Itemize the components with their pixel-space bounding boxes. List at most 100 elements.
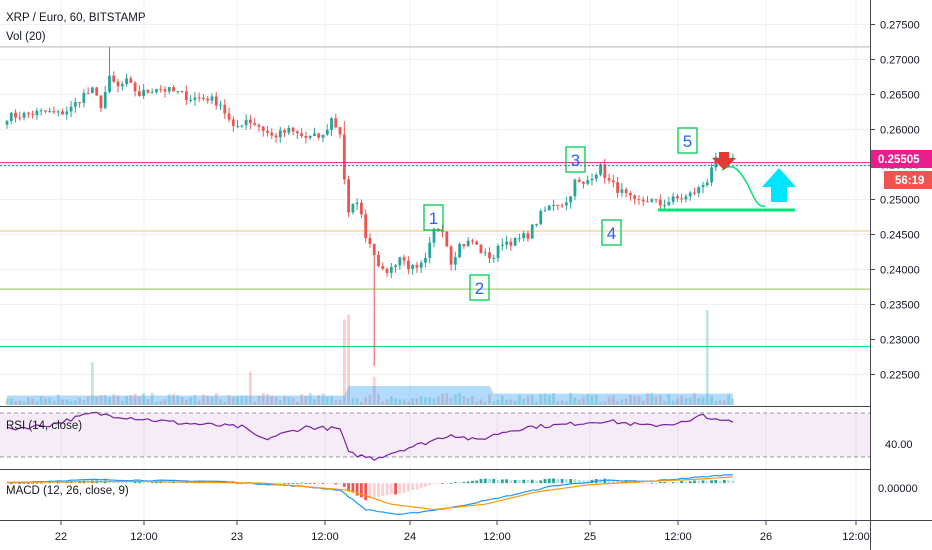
candle-body xyxy=(112,75,116,82)
candle-body xyxy=(573,179,577,197)
volume-bar xyxy=(167,394,171,405)
projection-curve xyxy=(721,165,766,207)
macd-hist-bar xyxy=(505,479,508,484)
macd-hist-bar xyxy=(283,483,286,484)
macd-hist-bar xyxy=(355,483,359,496)
macd-hist-bar xyxy=(552,478,555,484)
candle-body xyxy=(44,110,47,112)
macd-hist-bar xyxy=(274,483,278,484)
candle-body xyxy=(342,134,346,180)
volume-bar xyxy=(620,399,624,405)
volume-bar xyxy=(509,399,513,405)
candle-body xyxy=(535,224,538,226)
volume-bar xyxy=(22,401,26,405)
volume-bar xyxy=(458,392,462,405)
time-tick-label: 22 xyxy=(55,531,67,543)
macd-hist-bar xyxy=(137,481,141,484)
volume-bar xyxy=(552,393,555,405)
volume-bar xyxy=(539,394,543,405)
candle-body xyxy=(680,198,684,200)
macd-hist-bar xyxy=(475,480,479,484)
candle-body xyxy=(163,89,167,92)
candle-body xyxy=(441,231,444,233)
volume-bar xyxy=(91,362,94,405)
macd-line xyxy=(6,474,733,515)
price-axis[interactable]: 0.275000.270000.265000.260000.255000.250… xyxy=(871,20,920,382)
macd-hist-bar xyxy=(108,481,111,484)
macd-hist-bar xyxy=(462,482,466,484)
volume-bar xyxy=(586,394,590,405)
volume-bar xyxy=(26,397,30,405)
volume-bar xyxy=(125,396,128,405)
volume-bar xyxy=(535,402,538,405)
volume-bar xyxy=(594,394,598,405)
volume-bar xyxy=(120,401,124,405)
volume-bar xyxy=(415,398,419,405)
time-tick-label: 25 xyxy=(584,531,596,543)
volume-bar xyxy=(108,397,111,405)
candle-body xyxy=(270,132,274,136)
macd-hist-bar xyxy=(65,482,69,484)
volume-bar xyxy=(402,399,406,405)
macd-hist-bar xyxy=(522,479,526,484)
candle-body xyxy=(419,262,423,268)
volume-bar xyxy=(616,401,620,405)
macd-hist-bar xyxy=(654,483,658,484)
candle-body xyxy=(22,112,26,118)
candle-body xyxy=(663,204,666,206)
time-axis[interactable]: 22 12:00 23 12:00 24 12:00 25 12:00 26 12:00 xyxy=(55,521,870,543)
volume-bar xyxy=(283,396,286,405)
macd-hist-bar xyxy=(539,480,543,484)
candle-body xyxy=(180,91,184,93)
candle-body xyxy=(650,199,654,202)
macd-hist-bar xyxy=(569,478,573,484)
volume-bar xyxy=(654,396,658,405)
candle-body xyxy=(291,127,295,132)
volume-bar xyxy=(146,399,150,405)
volume-bar xyxy=(155,401,158,405)
macd-hist-bar xyxy=(586,480,590,484)
macd-hist-bar xyxy=(18,483,22,484)
volume-bar xyxy=(295,401,299,405)
macd-hist-bar xyxy=(44,482,47,484)
candle-body xyxy=(616,182,620,193)
volume-bar xyxy=(518,394,521,405)
macd-hist-bar xyxy=(14,483,17,484)
candle-body xyxy=(244,119,248,126)
candle-body xyxy=(684,196,688,200)
volume-bar xyxy=(219,399,222,405)
macd-hist-bar xyxy=(646,482,649,484)
candle-body xyxy=(492,257,496,259)
volume-bar xyxy=(116,395,120,405)
candle-body xyxy=(671,196,675,202)
candle-body xyxy=(108,75,111,92)
macd-hist-bar xyxy=(436,483,440,484)
volume-bar xyxy=(466,398,470,405)
volume-bars xyxy=(5,310,735,405)
candle-body xyxy=(424,257,427,263)
volume-bar xyxy=(172,393,175,405)
volume-bar xyxy=(629,394,632,405)
wave-label: 5 xyxy=(683,132,692,151)
candle-body xyxy=(530,224,534,239)
candle-body xyxy=(526,233,530,239)
volume-bar xyxy=(372,376,376,405)
arrow-down-icon xyxy=(712,152,736,170)
volume-bar xyxy=(14,400,17,405)
candle-body xyxy=(253,123,257,125)
volume-bar xyxy=(436,396,440,405)
candle-body xyxy=(129,78,133,83)
volume-bar xyxy=(193,394,197,405)
candle-body xyxy=(513,238,517,246)
volume-bar xyxy=(722,400,726,405)
wave-box xyxy=(423,204,444,231)
volume-bar xyxy=(705,310,709,405)
volume-bar xyxy=(65,399,69,405)
macd-hist-bar xyxy=(496,480,500,484)
macd-hist-bar xyxy=(603,478,607,484)
volume-bar xyxy=(398,399,402,405)
macd-hist-bar xyxy=(308,483,312,484)
rsi-tick: 40.00 xyxy=(885,439,913,451)
volume-bar xyxy=(82,400,86,405)
